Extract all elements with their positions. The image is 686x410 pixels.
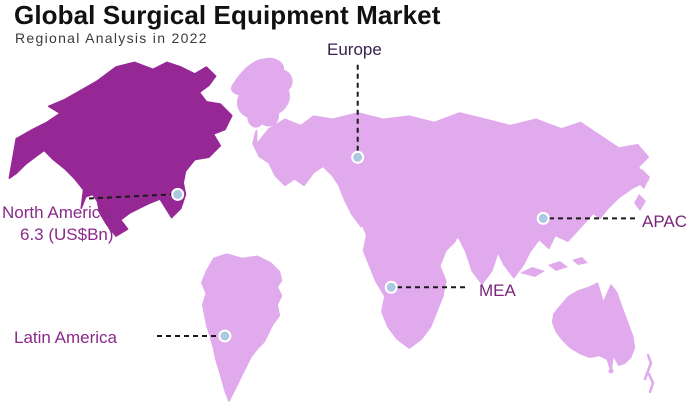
- svg-text:APAC: APAC: [642, 212, 686, 231]
- svg-text:MEA: MEA: [479, 281, 517, 300]
